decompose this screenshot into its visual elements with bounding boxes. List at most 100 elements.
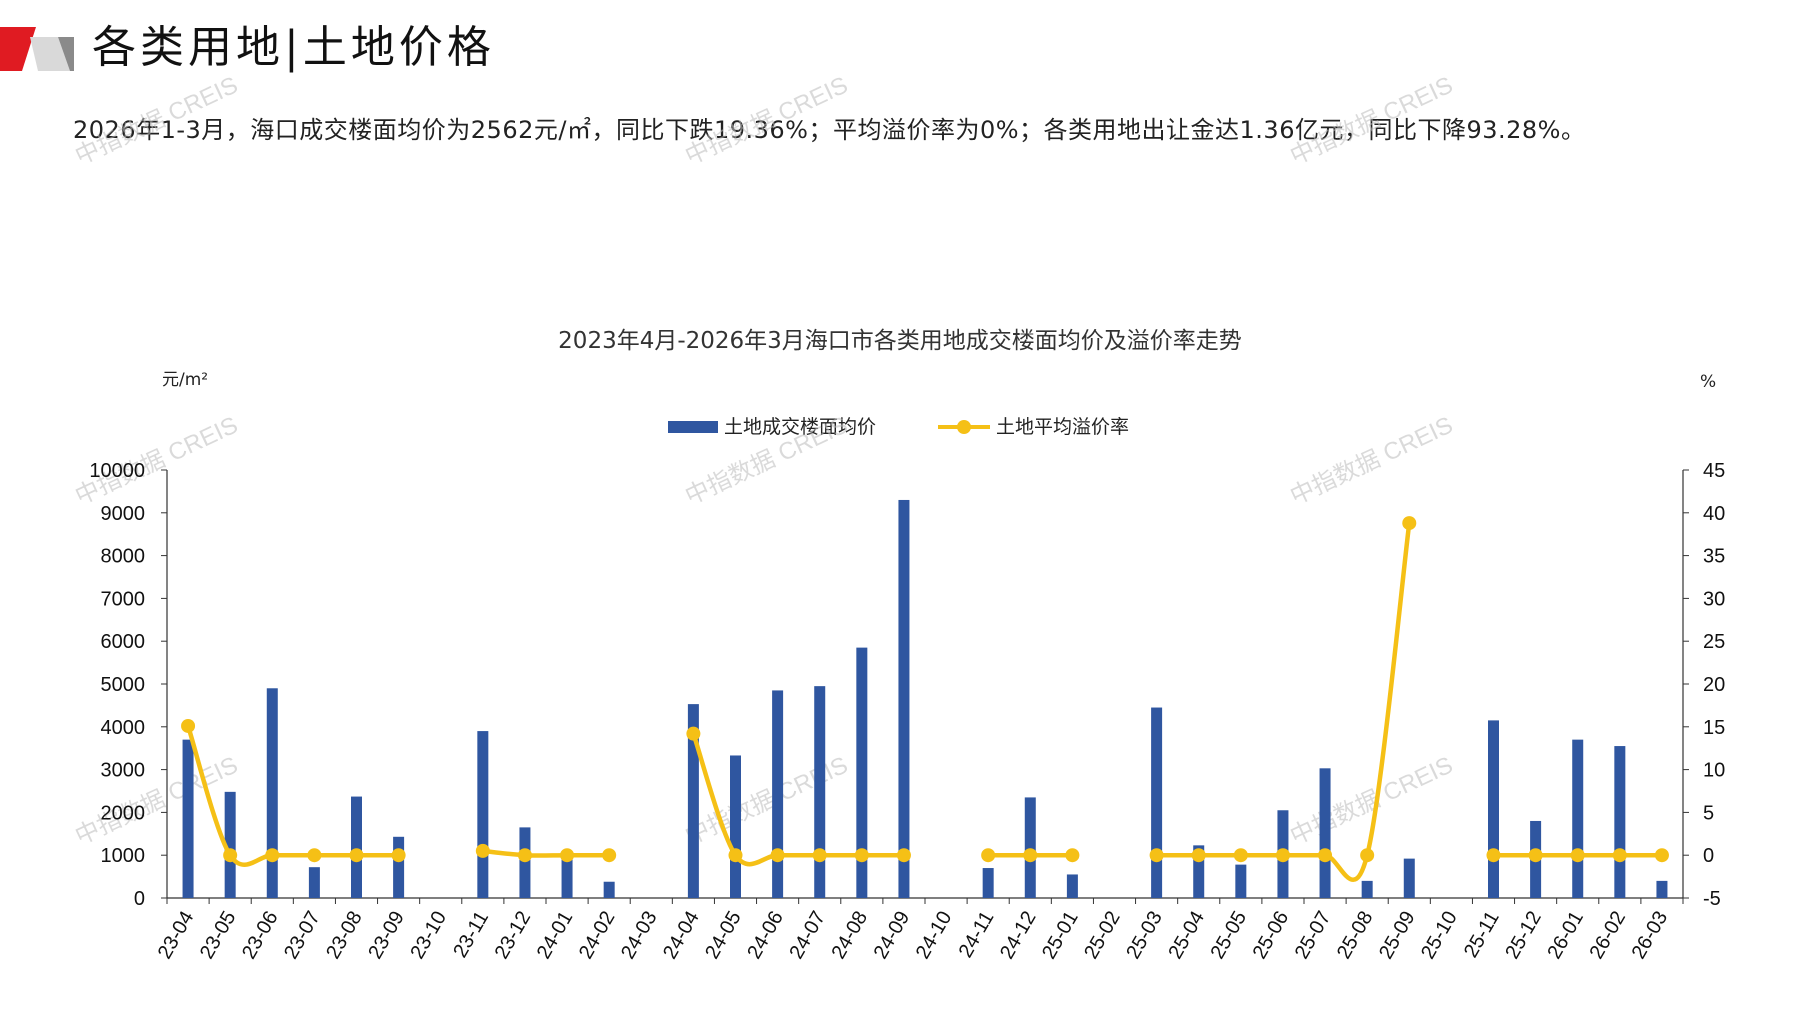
logo-light-shape (30, 37, 70, 71)
axes: 0100020003000400050006000700080009000100… (89, 460, 1725, 910)
y-left-tick-label: 1000 (101, 845, 146, 867)
line-path (185, 725, 399, 867)
x-tick-label: 23-11 (449, 908, 493, 962)
bar (730, 755, 741, 898)
watermark-text: 中指数据 CREIS (1286, 72, 1457, 171)
x-tick-label: 23-10 (406, 908, 451, 963)
y-right-tick-label: 10 (1703, 760, 1725, 782)
legend-bar-swatch (668, 421, 718, 433)
line-point (1149, 848, 1164, 863)
y-left-tick-label: 8000 (101, 546, 146, 568)
line-point (1570, 848, 1585, 863)
x-tick-label: 24-05 (701, 908, 746, 963)
line-point (1402, 516, 1417, 531)
x-tick-label: 25-10 (1417, 908, 1462, 963)
y-right-tick-label: 35 (1703, 546, 1725, 568)
line-point (1528, 848, 1543, 863)
line-point (896, 848, 911, 863)
y-left-tick-label: 7000 (101, 588, 146, 610)
x-tick-label: 25-07 (1291, 908, 1336, 963)
x-tick-label: 23-04 (154, 908, 199, 963)
legend-bar-label: 土地成交楼面均价 (724, 416, 876, 438)
x-tick-label: 24-07 (785, 908, 830, 963)
page-title: 各类用地|土地价格 (92, 22, 495, 73)
y-right-tick-label: 0 (1703, 845, 1714, 867)
line-point (560, 848, 575, 863)
legend-line-label: 土地平均溢价率 (996, 416, 1129, 438)
x-tick-label: 24-04 (659, 908, 704, 963)
line-point (265, 848, 280, 863)
y-left-tick-label: 3000 (101, 760, 146, 782)
bar (308, 867, 320, 898)
line-point (1191, 848, 1206, 863)
line-point (181, 718, 196, 733)
x-tick-label: 25-08 (1333, 908, 1378, 963)
line-point (728, 848, 743, 863)
x-tick-label: 25-02 (1080, 908, 1125, 963)
x-tick-label: 25-01 (1038, 908, 1083, 963)
y-right-tick-label: 5 (1703, 802, 1714, 824)
x-tick-label: 24-11 (955, 908, 999, 962)
x-tick-label: 24-03 (617, 908, 662, 963)
bar (814, 686, 826, 898)
x-tick-label: 23-07 (280, 908, 325, 963)
bar (856, 647, 868, 898)
y-left-tick-label: 4000 (101, 717, 146, 739)
bar (1319, 768, 1331, 898)
line-point (1318, 848, 1333, 863)
x-tick-label: 25-09 (1375, 908, 1420, 963)
line-point (307, 848, 322, 863)
line-point (517, 848, 532, 863)
line-point (1275, 848, 1290, 863)
line-point (602, 848, 617, 863)
bar (1235, 864, 1247, 898)
bar (1151, 707, 1163, 898)
line-point (1486, 848, 1501, 863)
y-right-tick-label: 30 (1703, 588, 1725, 610)
x-tick-label: 24-08 (828, 908, 873, 963)
watermark-text: 中指数据 CREIS (71, 752, 242, 851)
logo (0, 27, 74, 71)
line-point (223, 848, 238, 863)
chart-title: 2023年4月-2026年3月海口市各类用地成交楼面均价及溢价率走势 (558, 328, 1242, 354)
bar (266, 688, 278, 898)
watermark-text: 中指数据 CREIS (681, 72, 852, 171)
y-right-tick-label: 20 (1703, 674, 1725, 696)
bar (1361, 880, 1373, 898)
bar (1403, 858, 1415, 898)
x-tick-label: 26-02 (1586, 908, 1631, 963)
x-tick-label: 23-12 (491, 908, 536, 963)
x-tick-label: 25-11 (1460, 908, 1504, 962)
bar (1656, 880, 1668, 898)
y-left-tick-label: 6000 (101, 631, 146, 653)
summary-text: 2026年1-3月，海口成交楼面均价为2562元/㎡，同比下跌19.36%；平均… (73, 116, 1586, 144)
line-point (686, 726, 701, 741)
bar (603, 881, 615, 898)
x-tick-label: 24-01 (533, 908, 578, 963)
bar (1193, 845, 1205, 898)
watermark-text: 中指数据 CREIS (1286, 412, 1457, 511)
bar (982, 868, 994, 898)
bar (898, 499, 910, 898)
line-point (1233, 848, 1248, 863)
y-left-tick-label: 2000 (101, 802, 146, 824)
y-right-tick-label: 40 (1703, 503, 1725, 525)
watermarks: 中指数据 CREIS 中指数据 CREIS 中指数据 CREIS 中指数据 CREIS… (71, 72, 1457, 851)
x-tick-label: 24-12 (996, 908, 1041, 963)
watermark-text: 中指数据 CREIS (681, 752, 852, 851)
x-tick-label: 24-09 (870, 908, 915, 963)
x-tick-label: 23-08 (322, 908, 367, 963)
y-left-tick-label: 0 (134, 888, 145, 910)
y-left-unit: 元/m² (162, 370, 208, 390)
x-axis-labels: 23-0423-0523-0623-0723-0823-0923-1023-11… (154, 908, 1673, 963)
line-point (854, 848, 869, 863)
x-tick-label: 23-09 (364, 908, 409, 963)
x-tick-label: 25-05 (1207, 908, 1252, 963)
line-path (1156, 522, 1412, 882)
line-point (1023, 848, 1038, 863)
watermark-text: 中指数据 CREIS (71, 72, 242, 171)
y-left-tick-label: 9000 (101, 503, 146, 525)
bar (519, 827, 531, 898)
x-tick-label: 26-03 (1628, 908, 1673, 963)
